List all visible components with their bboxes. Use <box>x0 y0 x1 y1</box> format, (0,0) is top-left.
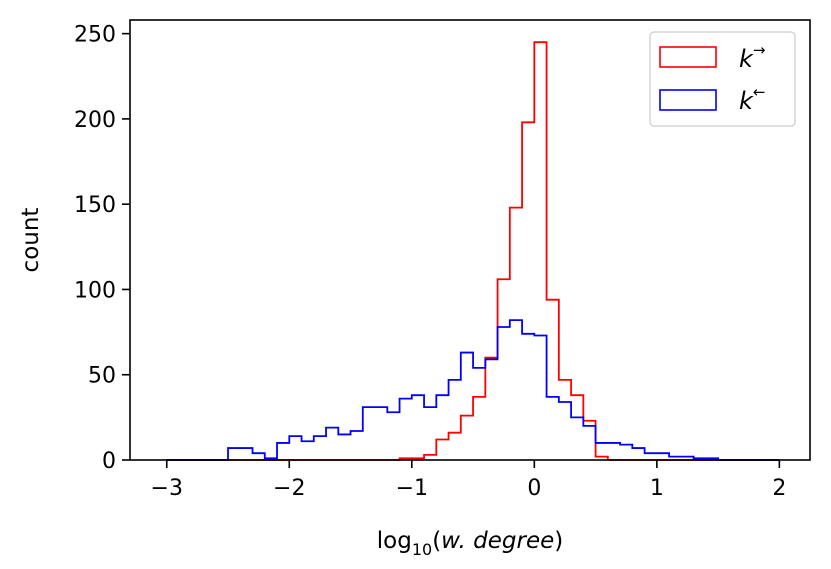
x-axis-label: log10(w. degree) <box>377 528 563 559</box>
x-tick-label: −2 <box>273 476 305 501</box>
y-tick-label: 0 <box>102 449 116 474</box>
legend-swatch-k-right <box>659 46 717 68</box>
y-tick-label: 50 <box>88 364 116 389</box>
y-tick-label: 200 <box>74 108 116 133</box>
x-tick-label: −3 <box>151 476 183 501</box>
series-layer <box>166 41 780 461</box>
legend-label-k-left: k← <box>739 83 765 115</box>
legend: k→ k← <box>649 31 796 127</box>
x-tick-label: 2 <box>772 476 786 501</box>
y-tick-label: 150 <box>74 193 116 218</box>
y-tick-label: 250 <box>74 23 116 48</box>
plot-frame <box>129 19 811 461</box>
histogram-series-1 <box>166 319 780 461</box>
x-tick-label: −1 <box>396 476 428 501</box>
y-axis-ticks: 0 50 100 150 200 250 <box>74 23 130 474</box>
x-axis-ticks: −3 −2 −1 0 1 2 <box>151 460 786 501</box>
x-tick-label: 0 <box>527 476 541 501</box>
legend-swatch-k-left <box>659 89 717 111</box>
x-tick-label: 1 <box>650 476 664 501</box>
y-tick-label: 100 <box>74 278 116 303</box>
histogram-series-0 <box>166 41 780 461</box>
y-axis-label: count <box>18 208 44 273</box>
legend-label-k-right: k→ <box>739 41 765 73</box>
legend-frame <box>649 31 796 127</box>
